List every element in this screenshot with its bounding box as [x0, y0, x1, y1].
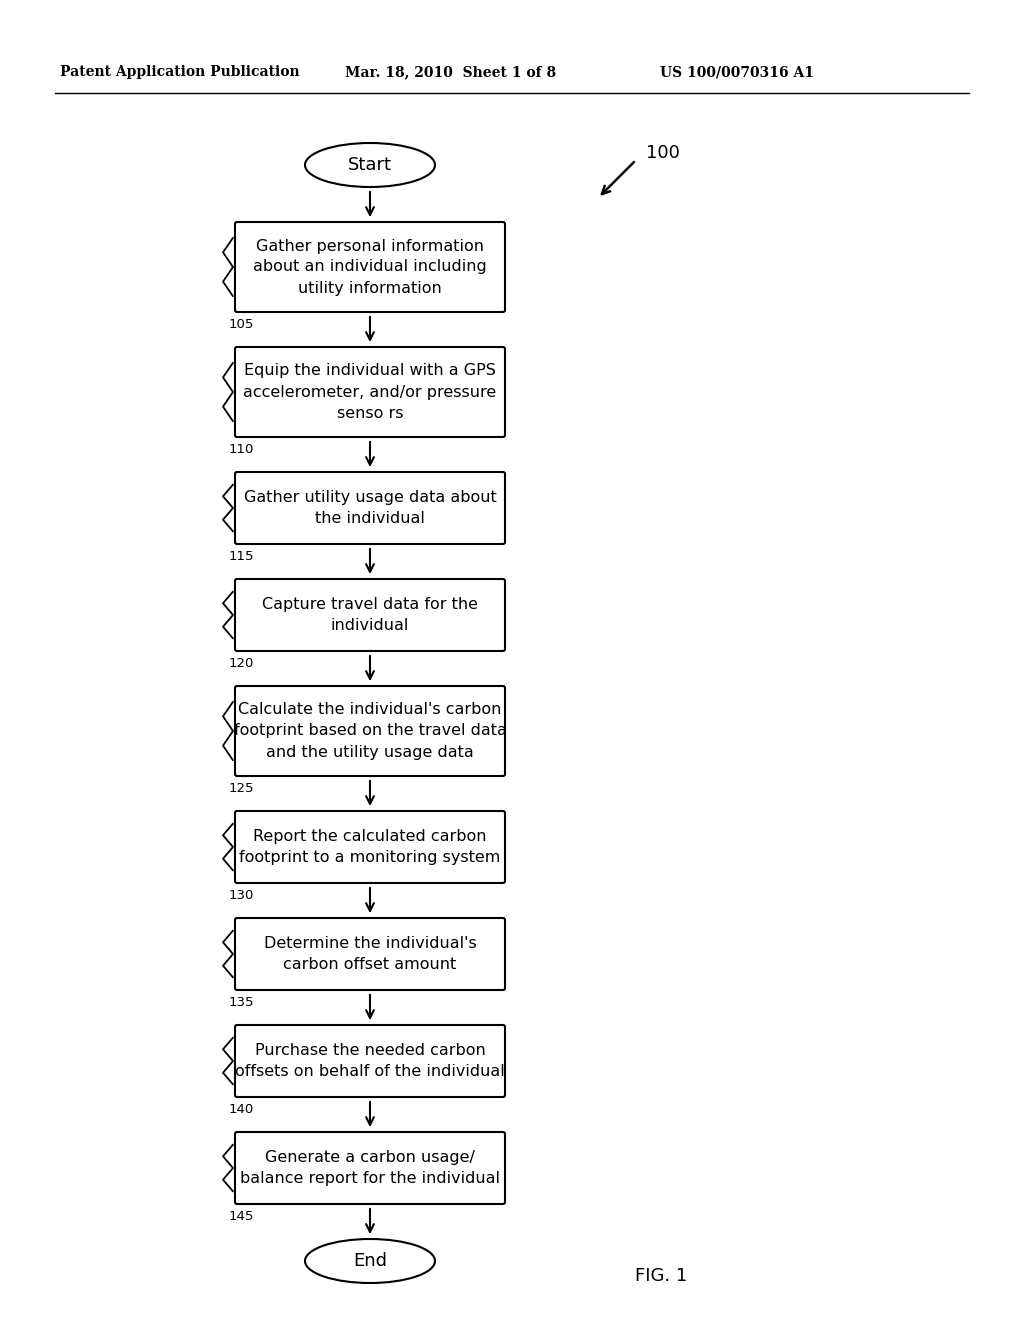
- Text: Purchase the needed carbon
offsets on behalf of the individual: Purchase the needed carbon offsets on be…: [236, 1043, 505, 1078]
- FancyBboxPatch shape: [234, 347, 505, 437]
- Text: Gather personal information
about an individual including
utility information: Gather personal information about an ind…: [253, 239, 486, 296]
- FancyBboxPatch shape: [234, 473, 505, 544]
- Text: Gather utility usage data about
the individual: Gather utility usage data about the indi…: [244, 490, 497, 525]
- Text: 130: 130: [229, 888, 254, 902]
- FancyBboxPatch shape: [234, 686, 505, 776]
- Text: 120: 120: [229, 657, 254, 671]
- Text: Start: Start: [348, 156, 392, 174]
- Text: Calculate the individual's carbon
footprint based on the travel data
and the uti: Calculate the individual's carbon footpr…: [233, 702, 507, 759]
- Text: Mar. 18, 2010  Sheet 1 of 8: Mar. 18, 2010 Sheet 1 of 8: [345, 65, 556, 79]
- FancyBboxPatch shape: [234, 917, 505, 990]
- Text: Equip the individual with a GPS
accelerometer, and/or pressure
senso rs: Equip the individual with a GPS accelero…: [244, 363, 497, 421]
- Text: US 100/0070316 A1: US 100/0070316 A1: [660, 65, 814, 79]
- Text: 145: 145: [229, 1210, 254, 1224]
- FancyBboxPatch shape: [234, 810, 505, 883]
- Text: 115: 115: [229, 550, 255, 564]
- FancyBboxPatch shape: [234, 579, 505, 651]
- Text: Patent Application Publication: Patent Application Publication: [60, 65, 300, 79]
- Ellipse shape: [305, 1239, 435, 1283]
- Text: 125: 125: [229, 781, 255, 795]
- Text: 135: 135: [229, 997, 255, 1008]
- Text: 140: 140: [229, 1104, 254, 1115]
- Text: End: End: [353, 1251, 387, 1270]
- Text: Capture travel data for the
individual: Capture travel data for the individual: [262, 597, 478, 634]
- Text: 105: 105: [229, 318, 254, 331]
- FancyBboxPatch shape: [234, 1026, 505, 1097]
- FancyBboxPatch shape: [234, 1133, 505, 1204]
- FancyBboxPatch shape: [234, 222, 505, 312]
- Text: 110: 110: [229, 444, 254, 455]
- Text: 100: 100: [646, 144, 680, 162]
- Text: Determine the individual's
carbon offset amount: Determine the individual's carbon offset…: [263, 936, 476, 972]
- Ellipse shape: [305, 143, 435, 187]
- Text: FIG. 1: FIG. 1: [635, 1267, 687, 1284]
- Text: Generate a carbon usage/
balance report for the individual: Generate a carbon usage/ balance report …: [240, 1150, 500, 1185]
- Text: Report the calculated carbon
footprint to a monitoring system: Report the calculated carbon footprint t…: [240, 829, 501, 865]
